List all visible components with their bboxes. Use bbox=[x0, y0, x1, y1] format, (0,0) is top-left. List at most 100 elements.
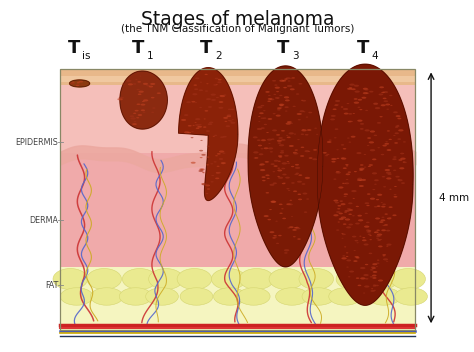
Ellipse shape bbox=[365, 129, 370, 131]
Ellipse shape bbox=[380, 116, 383, 117]
Ellipse shape bbox=[383, 225, 385, 226]
Ellipse shape bbox=[364, 244, 369, 246]
Ellipse shape bbox=[267, 219, 271, 220]
Ellipse shape bbox=[369, 164, 373, 166]
Ellipse shape bbox=[347, 88, 352, 90]
Ellipse shape bbox=[266, 132, 269, 133]
Ellipse shape bbox=[298, 194, 301, 195]
Ellipse shape bbox=[367, 145, 369, 146]
Ellipse shape bbox=[207, 188, 210, 190]
Ellipse shape bbox=[383, 186, 386, 187]
Ellipse shape bbox=[394, 186, 397, 187]
Ellipse shape bbox=[372, 172, 377, 175]
Ellipse shape bbox=[299, 269, 334, 289]
Ellipse shape bbox=[217, 81, 222, 83]
Ellipse shape bbox=[302, 129, 304, 130]
Ellipse shape bbox=[387, 173, 392, 175]
Ellipse shape bbox=[294, 227, 298, 228]
Ellipse shape bbox=[374, 232, 376, 233]
Ellipse shape bbox=[194, 88, 198, 90]
Ellipse shape bbox=[372, 277, 376, 279]
Ellipse shape bbox=[276, 91, 279, 92]
Ellipse shape bbox=[287, 163, 290, 164]
Ellipse shape bbox=[187, 132, 191, 133]
Ellipse shape bbox=[400, 153, 404, 154]
Ellipse shape bbox=[346, 252, 348, 253]
Ellipse shape bbox=[270, 231, 274, 233]
Ellipse shape bbox=[356, 152, 362, 154]
Ellipse shape bbox=[366, 230, 370, 231]
Ellipse shape bbox=[278, 137, 283, 139]
Ellipse shape bbox=[284, 96, 289, 99]
Ellipse shape bbox=[278, 235, 282, 236]
Ellipse shape bbox=[383, 258, 388, 260]
Ellipse shape bbox=[265, 91, 270, 93]
Ellipse shape bbox=[196, 127, 200, 129]
Ellipse shape bbox=[199, 170, 204, 172]
Ellipse shape bbox=[297, 181, 302, 183]
Ellipse shape bbox=[191, 101, 195, 102]
Ellipse shape bbox=[383, 100, 388, 102]
Ellipse shape bbox=[337, 149, 339, 150]
Ellipse shape bbox=[186, 101, 191, 103]
Polygon shape bbox=[70, 80, 90, 87]
Ellipse shape bbox=[261, 118, 264, 119]
Ellipse shape bbox=[205, 90, 208, 92]
Ellipse shape bbox=[201, 169, 203, 170]
Ellipse shape bbox=[376, 199, 379, 200]
Ellipse shape bbox=[345, 164, 348, 165]
Ellipse shape bbox=[389, 206, 392, 208]
Ellipse shape bbox=[219, 95, 222, 96]
Ellipse shape bbox=[261, 127, 265, 129]
Ellipse shape bbox=[282, 80, 286, 82]
Ellipse shape bbox=[292, 229, 297, 231]
Ellipse shape bbox=[354, 171, 357, 172]
Ellipse shape bbox=[375, 218, 380, 220]
Ellipse shape bbox=[286, 135, 288, 136]
Ellipse shape bbox=[372, 263, 377, 265]
Ellipse shape bbox=[199, 168, 205, 170]
Ellipse shape bbox=[389, 139, 392, 140]
Ellipse shape bbox=[362, 97, 366, 99]
Ellipse shape bbox=[205, 135, 208, 136]
Ellipse shape bbox=[279, 95, 283, 96]
Ellipse shape bbox=[386, 177, 392, 180]
Ellipse shape bbox=[336, 171, 339, 172]
Ellipse shape bbox=[352, 236, 356, 238]
Ellipse shape bbox=[368, 166, 371, 167]
Ellipse shape bbox=[267, 101, 271, 102]
Ellipse shape bbox=[285, 99, 290, 101]
Ellipse shape bbox=[300, 155, 304, 157]
Ellipse shape bbox=[369, 253, 372, 254]
Ellipse shape bbox=[219, 95, 225, 97]
Ellipse shape bbox=[358, 99, 362, 101]
Ellipse shape bbox=[223, 94, 227, 96]
Ellipse shape bbox=[265, 161, 269, 163]
Ellipse shape bbox=[360, 128, 364, 130]
Ellipse shape bbox=[206, 164, 209, 165]
Ellipse shape bbox=[279, 144, 284, 146]
Ellipse shape bbox=[282, 168, 285, 169]
Ellipse shape bbox=[376, 230, 380, 231]
Polygon shape bbox=[120, 71, 167, 129]
Ellipse shape bbox=[356, 257, 360, 259]
Ellipse shape bbox=[394, 194, 397, 195]
Ellipse shape bbox=[293, 236, 296, 237]
Ellipse shape bbox=[143, 99, 148, 101]
Ellipse shape bbox=[370, 197, 375, 200]
Ellipse shape bbox=[346, 226, 351, 228]
Ellipse shape bbox=[149, 269, 183, 289]
Ellipse shape bbox=[301, 183, 305, 185]
Ellipse shape bbox=[208, 106, 212, 108]
Ellipse shape bbox=[394, 132, 399, 134]
Ellipse shape bbox=[216, 84, 218, 85]
Ellipse shape bbox=[368, 233, 371, 235]
Ellipse shape bbox=[351, 190, 356, 192]
Ellipse shape bbox=[119, 288, 152, 305]
Ellipse shape bbox=[202, 172, 205, 173]
Ellipse shape bbox=[280, 152, 284, 153]
Ellipse shape bbox=[345, 219, 350, 221]
Ellipse shape bbox=[157, 92, 161, 94]
Ellipse shape bbox=[359, 168, 365, 170]
Text: T: T bbox=[132, 39, 144, 57]
